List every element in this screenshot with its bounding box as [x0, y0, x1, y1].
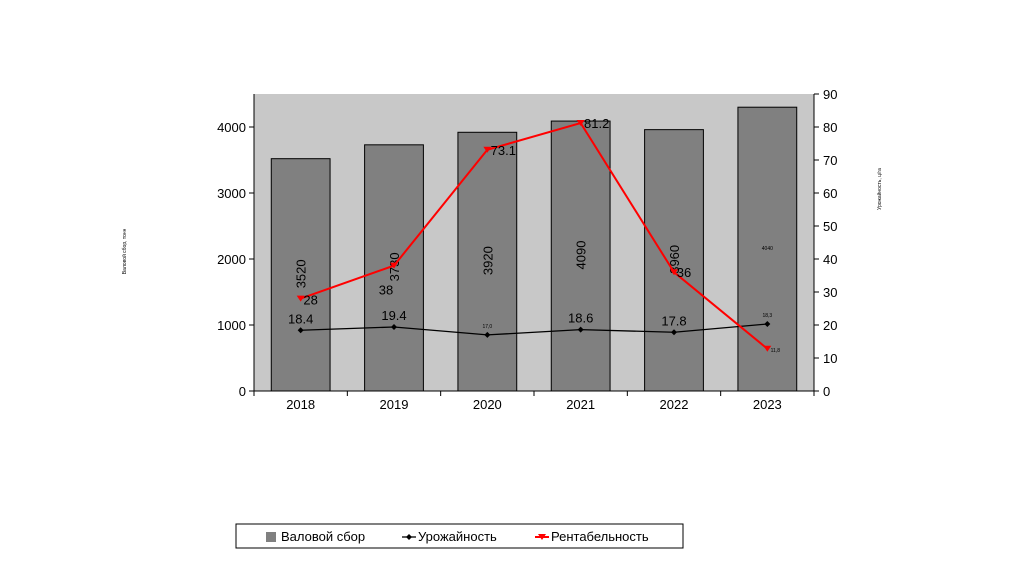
yield-value-label: 18.4 [288, 311, 313, 326]
profitability-marker [763, 345, 772, 352]
right-tick-label: 70 [823, 153, 837, 168]
yield-value-label: 19.4 [381, 308, 406, 323]
x-tick-label: 2018 [286, 397, 315, 412]
x-tick-label: 2021 [566, 397, 595, 412]
yield-marker [671, 329, 677, 336]
yield-marker [484, 331, 491, 338]
profitability-value-label: 81.2 [584, 116, 609, 131]
legend-label-profitability: Рентабельность [551, 529, 649, 544]
right-tick-label: 50 [823, 219, 837, 234]
profitability-marker [670, 269, 678, 276]
yield-marker [577, 326, 584, 333]
legend-label-yield: Урожайность [418, 529, 497, 544]
yield-value-label: 17,0 [482, 324, 492, 330]
profitability-value-label: 38 [379, 283, 393, 298]
right-tick-label: 30 [823, 285, 837, 300]
yield-value-label: 18,3 [762, 313, 772, 319]
x-tick-label: 2023 [753, 397, 782, 412]
bar [550, 120, 611, 392]
right-axis-title: Урожайность, ц/га [876, 168, 883, 210]
left-axis-title: Валовой сбор, тонн [121, 228, 128, 274]
profitability-marker [483, 146, 492, 153]
profitability-value-label: 28 [303, 293, 317, 308]
line-profitability [300, 121, 768, 350]
right-tick-label: 20 [823, 318, 837, 333]
right-tick-label: 0 [823, 384, 830, 399]
right-tick-label: 40 [823, 252, 837, 267]
yield-marker [391, 323, 397, 330]
right-tick-label: 90 [823, 87, 837, 102]
bar [270, 158, 331, 392]
legend-swatch-profitability-marker [538, 534, 546, 540]
legend-swatch-bar [266, 532, 276, 542]
right-tick-label: 60 [823, 186, 837, 201]
bar-value-label: 3920 [480, 246, 495, 275]
legend-label-bar: Валовой сбор [281, 529, 365, 544]
profitability-value-label: 73.1 [491, 143, 516, 158]
yield-marker [297, 327, 304, 334]
left-tick-label: 4000 [217, 120, 246, 135]
x-tick-label: 2022 [660, 397, 689, 412]
profitability-marker [576, 120, 585, 127]
right-tick-label: 10 [823, 351, 837, 366]
line-yield [300, 323, 768, 336]
profitability-marker [296, 295, 305, 302]
left-tick-label: 1000 [217, 318, 246, 333]
left-tick-label: 3000 [217, 186, 246, 201]
bar-value-label: 3520 [294, 259, 309, 288]
left-tick-label: 2000 [217, 252, 246, 267]
left-tick-label: 0 [239, 384, 246, 399]
legend-swatch-yield-marker [406, 534, 412, 540]
yield-marker [764, 321, 771, 328]
profitability-value-label: 36 [677, 265, 691, 280]
profitability-value-label: 11,8 [771, 348, 781, 354]
x-tick-label: 2020 [473, 397, 502, 412]
profitability-marker [390, 262, 398, 269]
yield-value-label: 18.6 [568, 311, 593, 326]
x-tick-label: 2019 [380, 397, 409, 412]
yield-value-label: 17.8 [661, 313, 686, 328]
right-tick-label: 80 [823, 120, 837, 135]
plot-area [254, 94, 814, 391]
bar [737, 106, 798, 392]
bar-value-label: 4040 [762, 246, 773, 252]
legend-box [235, 523, 684, 549]
bar [644, 129, 704, 392]
bar-value-label: 4090 [574, 241, 589, 270]
